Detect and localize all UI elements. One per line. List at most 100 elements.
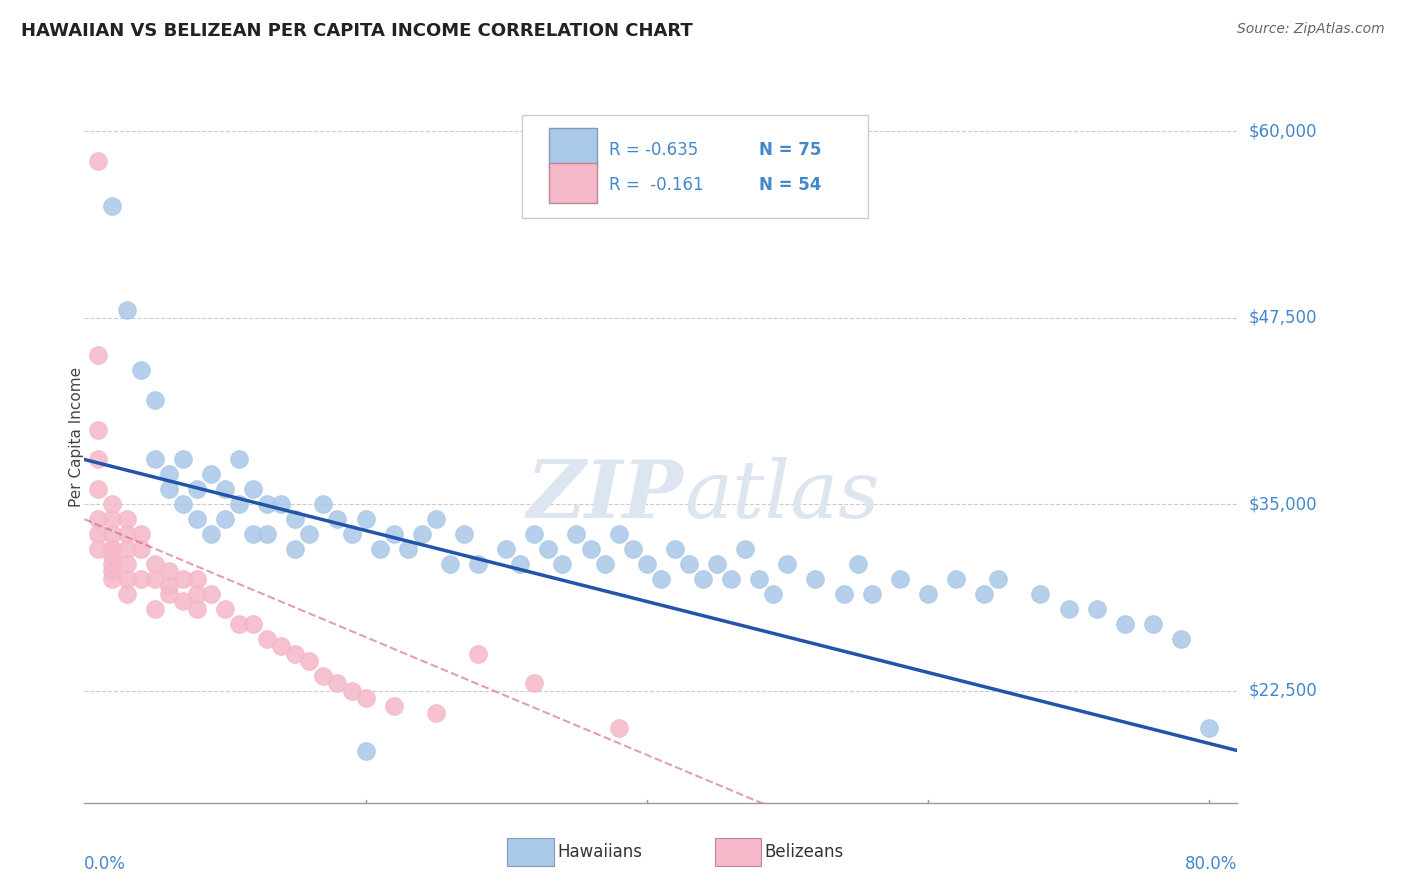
FancyBboxPatch shape [508,838,554,866]
Point [312,669,335,683]
Point [523,676,546,690]
Point [1142,616,1164,631]
Point [157,587,180,601]
Point [200,587,222,601]
Point [242,616,264,631]
Point [157,579,180,593]
Point [973,587,995,601]
Point [143,392,166,407]
Point [706,557,728,571]
Point [650,572,672,586]
Point [129,363,152,377]
Text: 0.0%: 0.0% [84,855,127,873]
Point [411,527,433,541]
Point [537,542,560,557]
Point [129,527,152,541]
Point [1114,616,1136,631]
Point [284,647,307,661]
Point [270,639,292,653]
Point [284,542,307,557]
Text: N = 75: N = 75 [759,141,821,160]
Point [157,483,180,497]
Text: ZIP: ZIP [527,457,683,534]
Point [228,616,250,631]
Point [326,676,349,690]
Point [917,587,939,601]
Point [87,512,110,526]
Point [664,542,686,557]
Text: R =  -0.161: R = -0.161 [609,177,703,194]
Point [172,452,194,467]
Point [340,527,363,541]
Point [242,483,264,497]
Point [101,497,124,511]
Point [172,572,194,586]
Point [129,542,152,557]
Point [1085,601,1108,615]
Point [832,587,855,601]
Text: Belizeans: Belizeans [765,843,844,861]
Text: atlas: atlas [683,457,879,534]
Point [115,557,138,571]
Point [101,565,124,579]
Point [579,542,602,557]
Point [593,557,616,571]
Point [186,601,208,615]
Point [987,572,1010,586]
FancyBboxPatch shape [523,115,869,218]
Point [1170,632,1192,646]
Point [228,452,250,467]
Point [186,587,208,601]
Point [87,153,110,168]
Point [1198,721,1220,735]
Text: Hawaiians: Hawaiians [557,843,643,861]
Point [101,527,124,541]
Point [186,512,208,526]
Point [115,512,138,526]
FancyBboxPatch shape [548,128,598,169]
Point [200,527,222,541]
Point [354,743,377,757]
Point [776,557,799,571]
Point [186,483,208,497]
Point [115,303,138,318]
Point [200,467,222,482]
Point [87,527,110,541]
Point [354,512,377,526]
Point [396,542,419,557]
Point [87,423,110,437]
Point [101,572,124,586]
Point [945,572,967,586]
Point [467,647,489,661]
Point [101,512,124,526]
Point [495,542,517,557]
Point [425,512,447,526]
Point [678,557,700,571]
FancyBboxPatch shape [716,838,761,866]
Point [143,572,166,586]
Text: $60,000: $60,000 [1249,122,1317,140]
Text: $22,500: $22,500 [1249,681,1317,700]
Point [860,587,883,601]
Point [87,483,110,497]
Point [214,601,236,615]
Point [143,557,166,571]
Point [720,572,742,586]
Point [298,654,321,668]
Point [368,542,391,557]
Point [1029,587,1052,601]
Point [804,572,827,586]
Point [889,572,911,586]
Point [256,632,278,646]
Text: 80.0%: 80.0% [1185,855,1237,873]
Point [101,549,124,564]
Point [382,527,405,541]
Text: $47,500: $47,500 [1249,309,1317,326]
Point [101,542,124,557]
Point [172,497,194,511]
Text: $35,000: $35,000 [1249,495,1317,513]
Point [129,572,152,586]
Point [509,557,531,571]
Point [340,683,363,698]
FancyBboxPatch shape [548,163,598,203]
